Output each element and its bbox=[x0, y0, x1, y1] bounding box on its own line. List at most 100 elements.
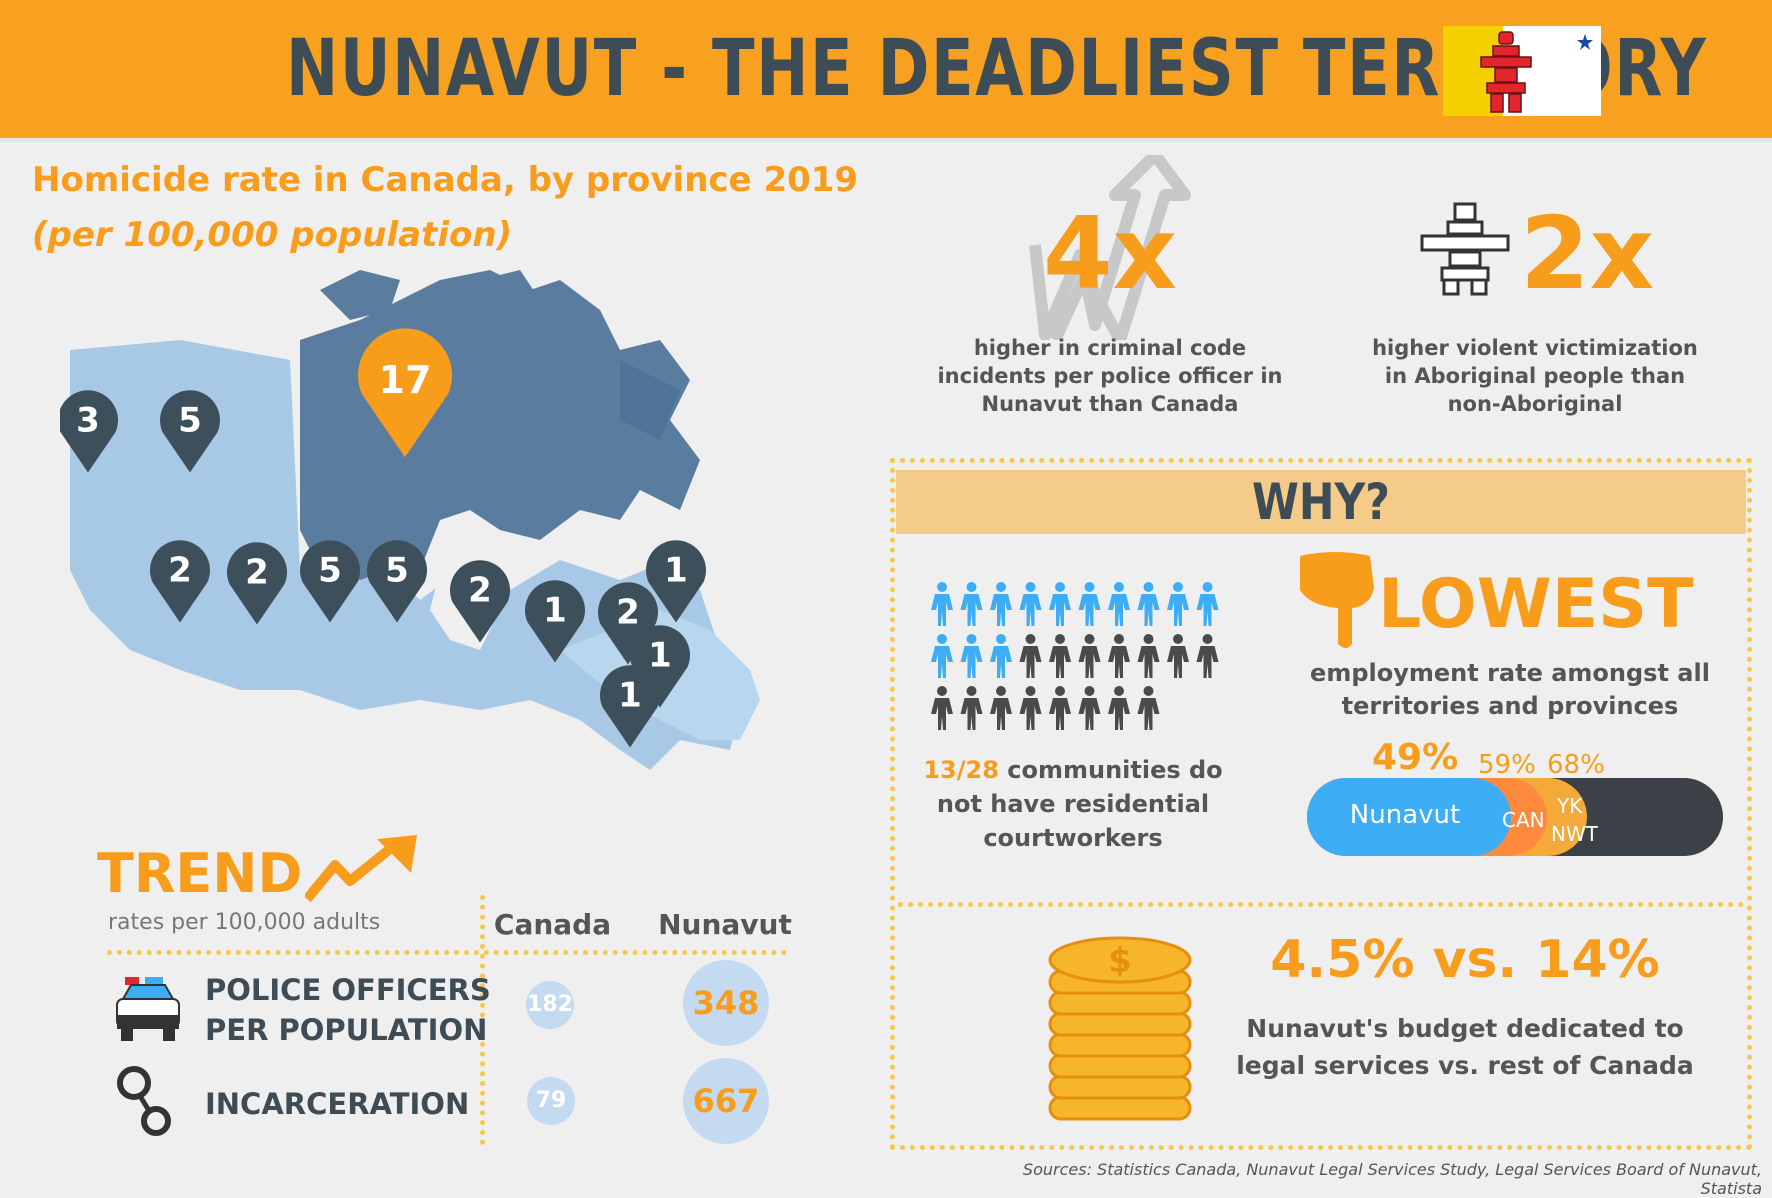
bar-label-canada: CAN bbox=[1502, 808, 1545, 832]
why-band bbox=[896, 470, 1746, 534]
map-pin-label: 2 bbox=[616, 592, 640, 632]
map-pin-label: 5 bbox=[385, 550, 409, 590]
coin-dollar-symbol: $ bbox=[1108, 941, 1132, 981]
communities-desc: 13/28 communities do not have residentia… bbox=[918, 753, 1228, 855]
person-icon bbox=[931, 686, 953, 730]
lowest-heading: LOWEST bbox=[1378, 565, 1694, 644]
why-divider bbox=[898, 902, 1744, 907]
page-title: NUNAVUT - THE DEADLIEST TERRITORY bbox=[286, 24, 1708, 114]
map-pin-1: 3 bbox=[60, 390, 118, 473]
map-pin-label: 2 bbox=[168, 550, 192, 590]
sources-footer: Sources: Statistics Canada, Nunavut Lega… bbox=[1022, 1160, 1762, 1198]
map-pin-4: 2 bbox=[150, 540, 211, 623]
person-icon bbox=[960, 686, 983, 730]
pct-nunavut: 49% bbox=[1372, 737, 1459, 778]
person-icon bbox=[1049, 686, 1071, 730]
budget-value: 4.5% vs. 14% bbox=[1270, 930, 1660, 990]
map-pin-5: 2 bbox=[227, 542, 287, 625]
person-icon bbox=[931, 582, 953, 626]
map-pin-10: 2 bbox=[598, 582, 658, 665]
stat-2x-value: 2x bbox=[1520, 195, 1655, 312]
why-panel bbox=[890, 458, 1752, 1150]
map-pin-label: 5 bbox=[178, 400, 202, 440]
incarceration-canada-value: 79 bbox=[527, 1077, 575, 1125]
map-pin-label: 1 bbox=[543, 590, 567, 630]
police-car-icon bbox=[116, 977, 180, 1041]
person-icon bbox=[1019, 582, 1042, 626]
map-subtitle: (per 100,000 population) bbox=[32, 215, 513, 255]
map-pin-label: 2 bbox=[245, 552, 269, 592]
map-pin-3: 17 bbox=[357, 328, 452, 458]
stat-4x-desc: higher in criminal code incidents per po… bbox=[937, 336, 1283, 416]
person-icon bbox=[1167, 634, 1189, 678]
map-pin-2: 5 bbox=[160, 390, 220, 473]
nunavut-flag bbox=[1443, 26, 1601, 116]
trend-up-arrow-icon bbox=[1029, 155, 1191, 340]
person-icon bbox=[1078, 582, 1101, 626]
row-incarceration-label: INCARCERATION bbox=[205, 1087, 470, 1121]
map-pin-label: 5 bbox=[318, 550, 342, 590]
person-icon bbox=[960, 582, 983, 626]
col-header-canada: Canada bbox=[493, 908, 612, 941]
person-icon bbox=[1196, 634, 1219, 678]
coin-stack-icon: $ bbox=[1048, 936, 1192, 1121]
map-pin-label: 2 bbox=[468, 570, 492, 610]
police-canada-value: 182 bbox=[526, 981, 574, 1029]
pointing-hand-icon bbox=[1300, 552, 1374, 648]
communities-highlight: 13/28 bbox=[923, 756, 999, 784]
incarceration-nunavut-value: 667 bbox=[683, 1058, 769, 1144]
map-pin-12: 1 bbox=[629, 625, 690, 708]
bar-label-nunavut: Nunavut bbox=[1349, 800, 1461, 830]
map-pin-13: 1 bbox=[599, 665, 660, 748]
inukshuk-icon bbox=[1420, 202, 1510, 296]
map-pin-8: 2 bbox=[450, 560, 511, 643]
person-icon bbox=[1108, 634, 1130, 678]
lowest-desc: employment rate amongst all territories … bbox=[1310, 659, 1710, 720]
person-icon bbox=[1108, 686, 1130, 730]
coin bbox=[1048, 1095, 1192, 1121]
map-pin-9: 1 bbox=[525, 580, 585, 663]
person-icon bbox=[990, 582, 1012, 626]
person-icon bbox=[960, 634, 983, 678]
map-pin-label: 1 bbox=[664, 550, 688, 590]
pct-yk: 68% bbox=[1547, 750, 1605, 780]
map-pin-7: 5 bbox=[367, 540, 427, 623]
police-nunavut-value: 348 bbox=[683, 960, 769, 1046]
bar-label-nwt: NWT bbox=[1551, 822, 1598, 846]
row-police-label-line2: PER POPULATION bbox=[205, 1013, 488, 1047]
coin bbox=[1048, 1053, 1192, 1079]
trend-title: TREND bbox=[97, 842, 303, 905]
person-icon bbox=[1078, 686, 1101, 730]
stat-2x-desc: higher violent victimization in Aborigin… bbox=[1372, 336, 1698, 416]
person-icon bbox=[1137, 634, 1160, 678]
person-icon bbox=[990, 686, 1012, 730]
coin bbox=[1048, 1074, 1192, 1100]
map-title: Homicide rate in Canada, by province 201… bbox=[32, 160, 859, 200]
trend-sub: rates per 100,000 adults bbox=[108, 910, 381, 935]
map-pin-11: 1 bbox=[645, 540, 706, 623]
person-icon bbox=[1167, 582, 1189, 626]
map-pin-6: 5 bbox=[300, 540, 360, 623]
handcuffs-icon bbox=[117, 1066, 171, 1136]
person-icon bbox=[1196, 582, 1219, 626]
coin bbox=[1048, 1011, 1192, 1037]
coin bbox=[1048, 1032, 1192, 1058]
map-pin-label: 3 bbox=[76, 400, 100, 440]
trend-arrow-icon bbox=[305, 835, 417, 903]
map-pin-label: 1 bbox=[648, 635, 672, 675]
budget-desc: Nunavut's budget dedicated to legal serv… bbox=[1236, 1014, 1694, 1080]
people-grid bbox=[931, 582, 1219, 730]
person-icon bbox=[1137, 686, 1160, 730]
person-icon bbox=[1049, 582, 1071, 626]
row-police-label-line1: POLICE OFFICERS bbox=[205, 973, 491, 1007]
communities-text: communities do not have residential cour… bbox=[936, 756, 1223, 852]
map-pin-label: 1 bbox=[618, 675, 642, 715]
person-icon bbox=[990, 634, 1012, 678]
col-header-nunavut: Nunavut bbox=[658, 908, 792, 941]
person-icon bbox=[1078, 634, 1101, 678]
stat-4x-value: 4x bbox=[1042, 195, 1178, 312]
person-icon bbox=[1019, 686, 1042, 730]
row-police-label: POLICE OFFICERS PER POPULATION bbox=[205, 970, 491, 1050]
map-pin-label: 17 bbox=[379, 358, 432, 402]
